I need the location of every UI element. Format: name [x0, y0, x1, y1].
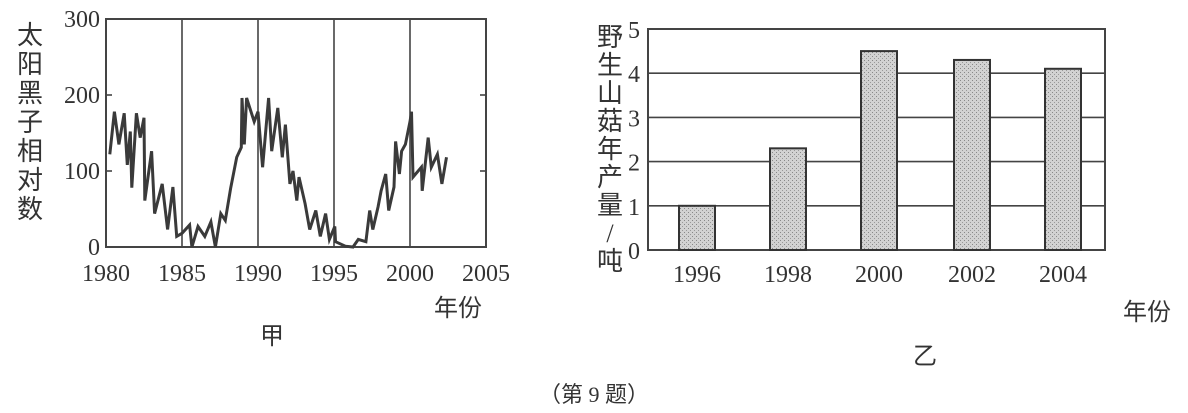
y-tick-label: 300 — [64, 7, 100, 33]
x-tick-label: 2004 — [1039, 262, 1087, 288]
x-tick-label: 1990 — [234, 261, 282, 287]
y-tick-label: 5 — [628, 18, 640, 44]
y-tick-label: 1 — [628, 195, 640, 221]
y-tick-label: 3 — [628, 106, 640, 132]
bar-1996 — [678, 204, 716, 252]
y-axis-label-char: 菇 — [597, 107, 623, 136]
sunspot-series-line — [108, 97, 448, 249]
figure-caption: （第 9 题） — [539, 382, 649, 407]
y-axis-label-char: 吨 — [597, 247, 623, 276]
x-tick-label: 1995 — [310, 261, 358, 287]
y-tick-label: 200 — [64, 83, 100, 109]
panel-label: 乙 — [913, 344, 937, 370]
x-tick-label: 2000 — [386, 261, 434, 287]
y-tick-label: 0 — [628, 239, 640, 265]
y-tick-label: 4 — [628, 62, 640, 88]
plot-frame — [105, 18, 487, 248]
panel-label: 甲 — [260, 324, 284, 350]
y-axis-label-char: 数 — [17, 195, 43, 224]
y-axis-label-char: 山 — [597, 79, 623, 108]
bar-2002 — [953, 58, 991, 251]
y-axis-label-char: 太 — [17, 21, 43, 50]
y-axis-label-char: 产 — [597, 163, 623, 192]
x-tick-label: 2005 — [462, 261, 510, 287]
y-tick-label: 100 — [64, 159, 100, 185]
y-tick-label: 0 — [88, 235, 100, 261]
y-tick-label: 2 — [628, 151, 640, 177]
x-axis-label: 年份 — [1123, 299, 1171, 326]
y-axis-label-char: 黑 — [17, 79, 43, 108]
bar-1998 — [769, 147, 807, 251]
y-axis-label-char: 子 — [17, 108, 43, 137]
y-axis-label-char: 量 — [597, 191, 623, 220]
x-tick-label: 1998 — [764, 262, 812, 288]
y-axis-label-char: 阳 — [17, 50, 43, 79]
x-tick-label: 1996 — [673, 262, 721, 288]
bar-2000 — [860, 50, 898, 251]
y-axis-label-char: 野 — [597, 23, 623, 52]
y-axis-label-char: 生 — [597, 51, 623, 80]
sunspot-chart: 0 100 200 300 1980 1985 1990 1995 2000 2005 太阳黑子相对… — [17, 7, 510, 350]
y-axis-label-char: / — [606, 219, 614, 248]
x-tick-label: 2002 — [948, 262, 996, 288]
x-axis-label: 年份 — [434, 295, 482, 322]
y-axis-label-char: 年 — [597, 135, 623, 164]
y-axis-label-char: 相 — [17, 137, 43, 166]
x-tick-label: 1985 — [158, 261, 206, 287]
x-tick-label: 2000 — [855, 262, 903, 288]
bar-2004 — [1044, 67, 1082, 251]
y-axis-label-char: 对 — [17, 166, 43, 195]
x-tick-label: 1980 — [82, 261, 130, 287]
